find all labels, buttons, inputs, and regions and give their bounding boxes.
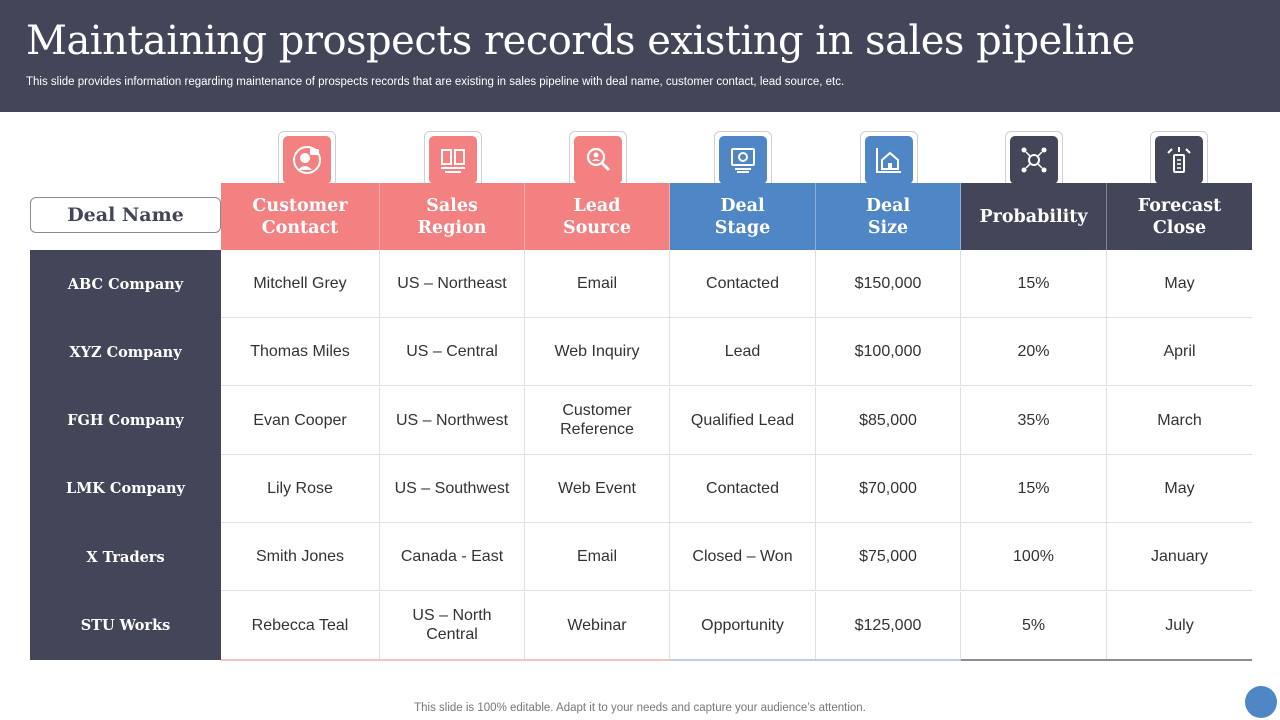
column-header-deal-size: Deal Size	[816, 183, 961, 250]
table-cell: $150,000	[816, 250, 961, 318]
table-cell: Email	[525, 250, 670, 318]
deal-name-header: Deal Name	[30, 197, 221, 233]
table-cell: Contacted	[670, 250, 816, 318]
table-cell: Lily Rose	[221, 454, 380, 523]
lead-source-icon-box	[569, 131, 627, 188]
row-deal-name: STU Works	[80, 617, 171, 634]
table-cell: Web Event	[525, 454, 670, 523]
pipeline-table: Mitchell Grey US – Northeast Email Contacte…	[221, 250, 1252, 660]
table-cell: April	[1107, 318, 1252, 387]
table-cell: 15%	[961, 250, 1107, 318]
column-header-probability: Probability	[961, 183, 1107, 250]
column-header-forecast-close: Forecast Close	[1107, 183, 1252, 250]
column-header-lead-source: Lead Source	[525, 183, 670, 250]
table-cell: Email	[525, 523, 670, 592]
table-cell: 5%	[961, 591, 1107, 660]
deal-size-icon-box	[860, 131, 918, 188]
sales-region-icon-box	[424, 131, 482, 188]
probability-icon-box	[1005, 131, 1063, 188]
table-cell: Evan Cooper	[221, 386, 380, 455]
table-cell: Mitchell Grey	[221, 250, 380, 318]
bottom-accent-blue	[670, 659, 961, 661]
table-cell: $100,000	[816, 318, 961, 387]
lead-source-icon	[574, 135, 622, 184]
column-header-deal-stage: Deal Stage	[670, 183, 816, 250]
table-cell: Webinar	[525, 591, 670, 660]
table-cell: 15%	[961, 454, 1107, 523]
table-cell: Web Inquiry	[525, 318, 670, 387]
table-cell: $75,000	[816, 523, 961, 592]
corner-decoration	[1245, 686, 1277, 718]
table-cell: US – Southwest	[380, 454, 525, 523]
table-cell: Smith Jones	[221, 523, 380, 592]
table-cell: May	[1107, 455, 1252, 523]
table-cell: Contacted	[670, 454, 816, 523]
page-title: Maintaining prospects records existing i…	[26, 18, 1135, 64]
row-deal-name: ABC Company	[67, 275, 184, 293]
table-cell: US – Northeast	[380, 250, 525, 318]
table-cell: $70,000	[816, 454, 961, 523]
row-deal-name: XYZ Company	[69, 343, 182, 361]
bottom-accent-dark	[961, 659, 1252, 661]
table-cell: Customer Reference	[525, 386, 670, 455]
table-cell: Canada - East	[380, 523, 525, 592]
probability-icon	[1010, 135, 1058, 184]
table-cell: May	[1107, 250, 1252, 318]
sales-region-icon	[429, 135, 477, 184]
column-header-sales-region: Sales Region	[380, 183, 525, 250]
row-deal-name: FGH Company	[67, 412, 184, 430]
page-subtitle: This slide provides information regardin…	[26, 76, 845, 88]
table-cell: Closed – Won	[670, 523, 816, 592]
bottom-accent-red	[221, 659, 670, 661]
table-cell: Thomas Miles	[221, 318, 380, 387]
table-cell: Lead	[670, 318, 816, 387]
table-cell: Qualified Lead	[670, 386, 816, 455]
footer-note: This slide is 100% editable. Adapt it to…	[414, 702, 866, 714]
deal-stage-icon	[719, 135, 767, 184]
table-cell: US – Central	[380, 318, 525, 387]
table-cell: 20%	[961, 318, 1107, 387]
deal-name-column	[30, 250, 221, 660]
customer-contact-icon	[283, 135, 331, 184]
table-cell: Rebecca Teal	[221, 591, 380, 660]
table-cell: $125,000	[816, 591, 961, 660]
deal-size-icon	[865, 135, 913, 184]
column-header-customer-contact: Customer Contact	[221, 183, 380, 250]
customer-contact-icon-box	[278, 131, 336, 188]
table-cell: US – Northwest	[380, 386, 525, 455]
table-cell: 100%	[961, 523, 1107, 592]
table-cell: Opportunity	[670, 591, 816, 660]
row-deal-name: X Traders	[86, 548, 165, 566]
row-deal-name: LMK Company	[66, 480, 185, 498]
forecast-close-icon-box	[1150, 131, 1208, 188]
deal-stage-icon-box	[714, 131, 772, 188]
table-cell: July	[1107, 592, 1252, 660]
table-cell: US – North Central	[380, 591, 525, 660]
table-cell: March	[1107, 387, 1252, 455]
forecast-close-icon	[1155, 135, 1203, 184]
table-cell: $85,000	[816, 386, 961, 455]
table-cell: January	[1107, 523, 1252, 592]
slide-header: Maintaining prospects records existing i…	[0, 0, 1280, 112]
table-cell: 35%	[961, 386, 1107, 455]
